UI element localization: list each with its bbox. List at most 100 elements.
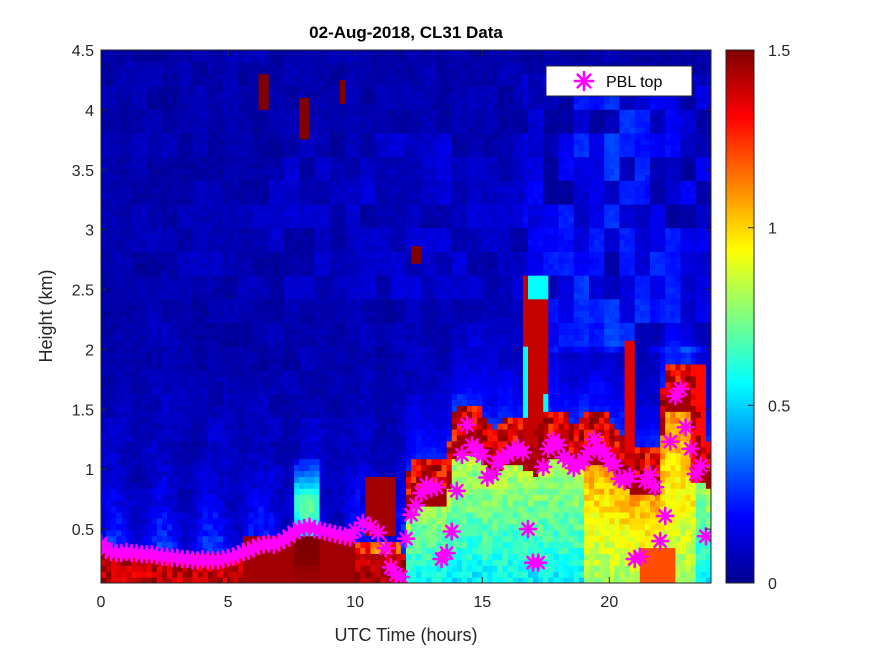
heatmap-cell bbox=[101, 375, 107, 383]
heatmap-cell bbox=[228, 55, 234, 63]
heatmap-cell bbox=[156, 180, 163, 187]
heatmap-cell bbox=[299, 446, 305, 454]
heatmap-cell bbox=[167, 245, 173, 252]
heatmap-cell bbox=[217, 132, 224, 140]
heatmap-cell bbox=[253, 180, 260, 187]
heatmap-cell bbox=[172, 458, 178, 466]
heatmap-cell bbox=[187, 227, 194, 235]
heatmap-cell bbox=[228, 547, 234, 554]
heatmap-cell bbox=[212, 280, 219, 288]
heatmap-cell bbox=[243, 304, 250, 312]
heatmap-cell bbox=[319, 322, 326, 329]
heatmap-cell bbox=[202, 381, 209, 389]
heatmap-cell bbox=[329, 482, 336, 489]
heatmap-cell bbox=[131, 186, 138, 193]
heatmap-cell bbox=[339, 192, 346, 199]
heatmap-cell bbox=[167, 292, 173, 300]
heatmap-cell bbox=[146, 488, 153, 495]
heatmap-cell bbox=[365, 192, 372, 199]
heatmap-cell bbox=[345, 357, 351, 365]
heatmap-cell bbox=[141, 275, 148, 282]
heatmap-cell bbox=[233, 577, 239, 583]
heatmap-cell bbox=[207, 192, 214, 199]
heatmap-cell bbox=[217, 126, 224, 134]
heatmap-cell bbox=[167, 417, 173, 424]
heatmap-cell bbox=[319, 334, 326, 341]
heatmap-cell bbox=[121, 440, 128, 448]
heatmap-cell bbox=[151, 79, 158, 87]
heatmap-cell bbox=[370, 458, 377, 466]
heatmap-cell bbox=[121, 381, 128, 389]
heatmap-cell bbox=[278, 369, 285, 377]
heatmap-cell bbox=[380, 387, 387, 395]
heatmap-cell bbox=[365, 553, 372, 560]
heatmap-cell bbox=[121, 245, 128, 252]
heatmap-cell bbox=[309, 115, 316, 122]
heatmap-cell bbox=[263, 67, 270, 75]
heatmap-cell bbox=[217, 363, 224, 371]
heatmap-cell bbox=[289, 393, 295, 401]
heatmap-cell bbox=[309, 369, 316, 377]
heatmap-cell bbox=[162, 126, 168, 134]
heatmap-cell bbox=[116, 387, 122, 395]
heatmap-cell bbox=[167, 50, 173, 57]
heatmap-cell bbox=[248, 458, 255, 466]
heatmap-cell bbox=[314, 298, 321, 306]
heatmap-cell bbox=[217, 245, 224, 252]
heatmap-cell bbox=[355, 571, 361, 578]
heatmap-cell bbox=[289, 61, 295, 69]
heatmap-cell bbox=[375, 280, 382, 288]
heatmap-cell bbox=[273, 55, 280, 63]
heatmap-cell bbox=[334, 192, 341, 199]
heatmap-cell bbox=[136, 144, 143, 152]
heatmap-cell bbox=[116, 298, 122, 306]
heatmap-cell bbox=[289, 55, 295, 63]
heatmap-cell bbox=[370, 547, 377, 554]
heatmap-cell bbox=[243, 511, 250, 519]
heatmap-cell bbox=[233, 55, 239, 63]
heatmap-cell bbox=[314, 275, 321, 282]
heatmap-cell bbox=[223, 494, 229, 501]
heatmap-cell bbox=[106, 517, 112, 525]
heatmap-cell bbox=[299, 506, 305, 513]
heatmap-cell bbox=[182, 506, 189, 513]
heatmap-cell bbox=[228, 399, 234, 406]
heatmap-cell bbox=[197, 429, 204, 436]
heatmap-cell bbox=[167, 334, 173, 341]
heatmap-cell bbox=[146, 239, 153, 247]
heatmap-cell bbox=[223, 192, 229, 199]
heatmap-cell bbox=[207, 174, 214, 181]
heatmap-cell bbox=[121, 346, 128, 353]
heatmap-cell bbox=[126, 417, 133, 424]
heatmap-cell bbox=[217, 203, 224, 211]
heatmap-cell bbox=[248, 411, 255, 418]
heatmap-cell bbox=[309, 221, 316, 229]
heatmap-cell bbox=[299, 434, 305, 442]
heatmap-cell bbox=[360, 310, 366, 318]
heatmap-cell bbox=[197, 452, 204, 460]
heatmap-cell bbox=[299, 500, 305, 507]
heatmap-cell bbox=[151, 138, 158, 146]
heatmap-cell bbox=[268, 67, 275, 75]
heatmap-cell bbox=[162, 209, 168, 217]
heatmap-cell bbox=[304, 67, 311, 75]
heatmap-cell bbox=[248, 67, 255, 75]
heatmap-cell bbox=[278, 334, 285, 341]
heatmap-cell bbox=[284, 292, 290, 300]
heatmap-cell bbox=[131, 369, 138, 377]
heatmap-cell bbox=[101, 192, 107, 199]
heatmap-cell bbox=[278, 67, 285, 75]
heatmap-cell bbox=[273, 233, 280, 241]
heatmap-cell bbox=[146, 322, 153, 329]
heatmap-cell bbox=[345, 150, 351, 158]
heatmap-cell bbox=[258, 85, 265, 93]
heatmap-cell bbox=[212, 316, 219, 324]
heatmap-cell bbox=[207, 67, 214, 75]
heatmap-cell bbox=[228, 85, 234, 93]
heatmap-cell bbox=[228, 257, 234, 264]
heatmap-cell bbox=[167, 251, 173, 258]
heatmap-cell bbox=[284, 215, 290, 223]
heatmap-cell bbox=[355, 257, 361, 264]
heatmap-cell bbox=[212, 399, 219, 406]
heatmap-cell bbox=[167, 470, 173, 477]
